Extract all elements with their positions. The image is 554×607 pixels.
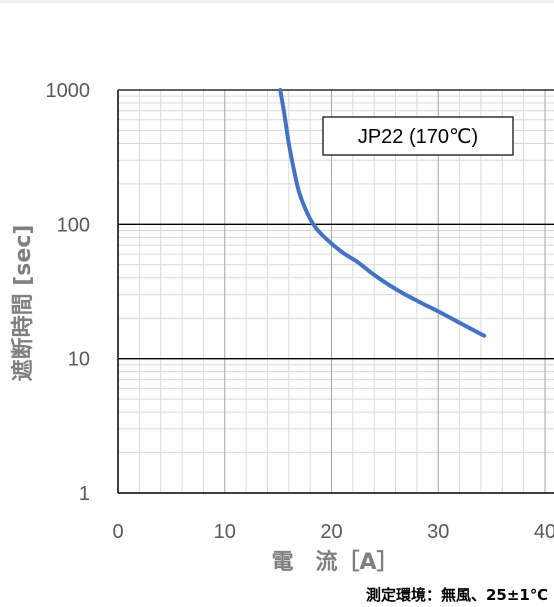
axes	[117, 90, 554, 494]
x-tick-label: 20	[320, 521, 342, 543]
series-line	[278, 88, 487, 338]
y-tick-label: 100	[57, 214, 90, 236]
y-tick-label: 1	[79, 483, 90, 505]
y-axis-title: 遮断時間 [sec]	[10, 225, 36, 382]
top-strip	[0, 0, 554, 3]
tick-labels: 0 10 20 30 40 1 10 100 1000	[46, 80, 554, 543]
legend: JP22 (170℃)	[322, 116, 514, 156]
legend-label: JP22 (170℃)	[358, 126, 478, 148]
series-layer	[278, 88, 487, 338]
major-grid	[118, 89, 554, 493]
x-axis-title: 電 流［A］	[271, 549, 398, 575]
x-tick-label: 0	[112, 521, 123, 543]
x-tick-label: 30	[427, 521, 449, 543]
measurement-conditions: 測定環境：無風、25±1℃	[366, 586, 548, 604]
legend-box	[322, 116, 514, 156]
y-tick-label: 1000	[46, 80, 91, 102]
y-tick-label: 10	[68, 349, 90, 371]
x-tick-label: 40	[534, 521, 554, 543]
x-tick-label: 10	[214, 521, 236, 543]
